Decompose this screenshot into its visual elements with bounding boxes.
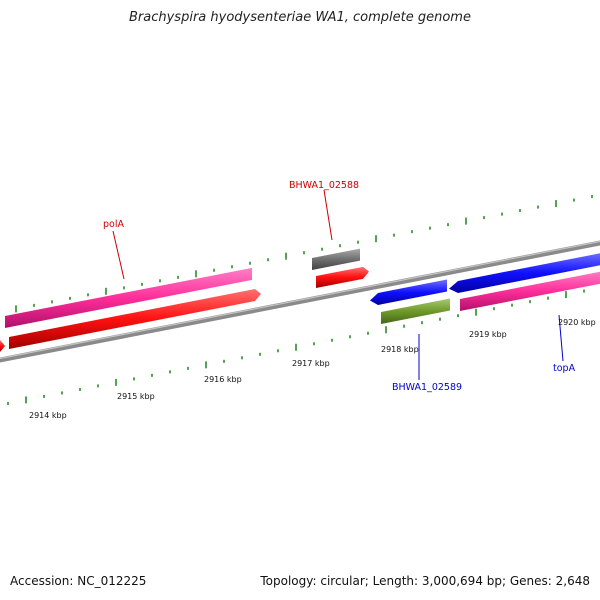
gene-pola[interactable] (5, 267, 252, 328)
gene-block-5[interactable] (370, 279, 447, 305)
scale-label: 2920 kbp (558, 318, 596, 327)
scale-label: 2918 kbp (381, 345, 419, 354)
genome-stats-text: Topology: circular; Length: 3,000,694 bp… (260, 574, 590, 588)
gene-layer (0, 248, 600, 352)
scale-label: 2916 kbp (204, 375, 242, 384)
scale-label: 2914 kbp (29, 411, 67, 420)
gene-block-8[interactable] (460, 271, 600, 311)
upper-tick-track (15, 195, 593, 313)
label-layer: 2914 kbp 2915 kbp 2916 kbp 2917 kbp 2918 kbp… (29, 180, 596, 420)
scale-label: 2915 kbp (117, 392, 155, 401)
gene-block-4[interactable] (316, 266, 369, 288)
gene-label-bhwa1-02588: BHWA1_02588 (289, 180, 359, 191)
gene-label-topa: topA (553, 363, 576, 374)
accession-text: Accession: NC_012225 (10, 574, 147, 588)
genome-backbone (0, 240, 600, 363)
leader-line-topa (558, 314, 564, 362)
backbone-line (0, 240, 600, 363)
backbone-highlight (0, 240, 600, 360)
gene-block-2[interactable] (9, 289, 261, 349)
gene-label-bhwa1-02589: BHWA1_02589 (392, 382, 462, 393)
scale-label: 2917 kbp (292, 359, 330, 368)
map-title: Brachyspira hyodysenteriae WA1, complete… (129, 10, 471, 25)
gene-label-pola: polA (103, 219, 124, 230)
leader-line-bhwa1-02588 (323, 189, 333, 241)
gene-fragment-arrow (0, 340, 5, 352)
scale-label: 2919 kbp (469, 330, 507, 339)
lower-tick-track (7, 289, 585, 405)
gene-bhwa1-02588[interactable] (312, 248, 360, 270)
leader-line-pola (112, 230, 125, 280)
gene-bhwa1-02589[interactable] (381, 298, 450, 324)
gene-topa[interactable] (449, 253, 600, 293)
